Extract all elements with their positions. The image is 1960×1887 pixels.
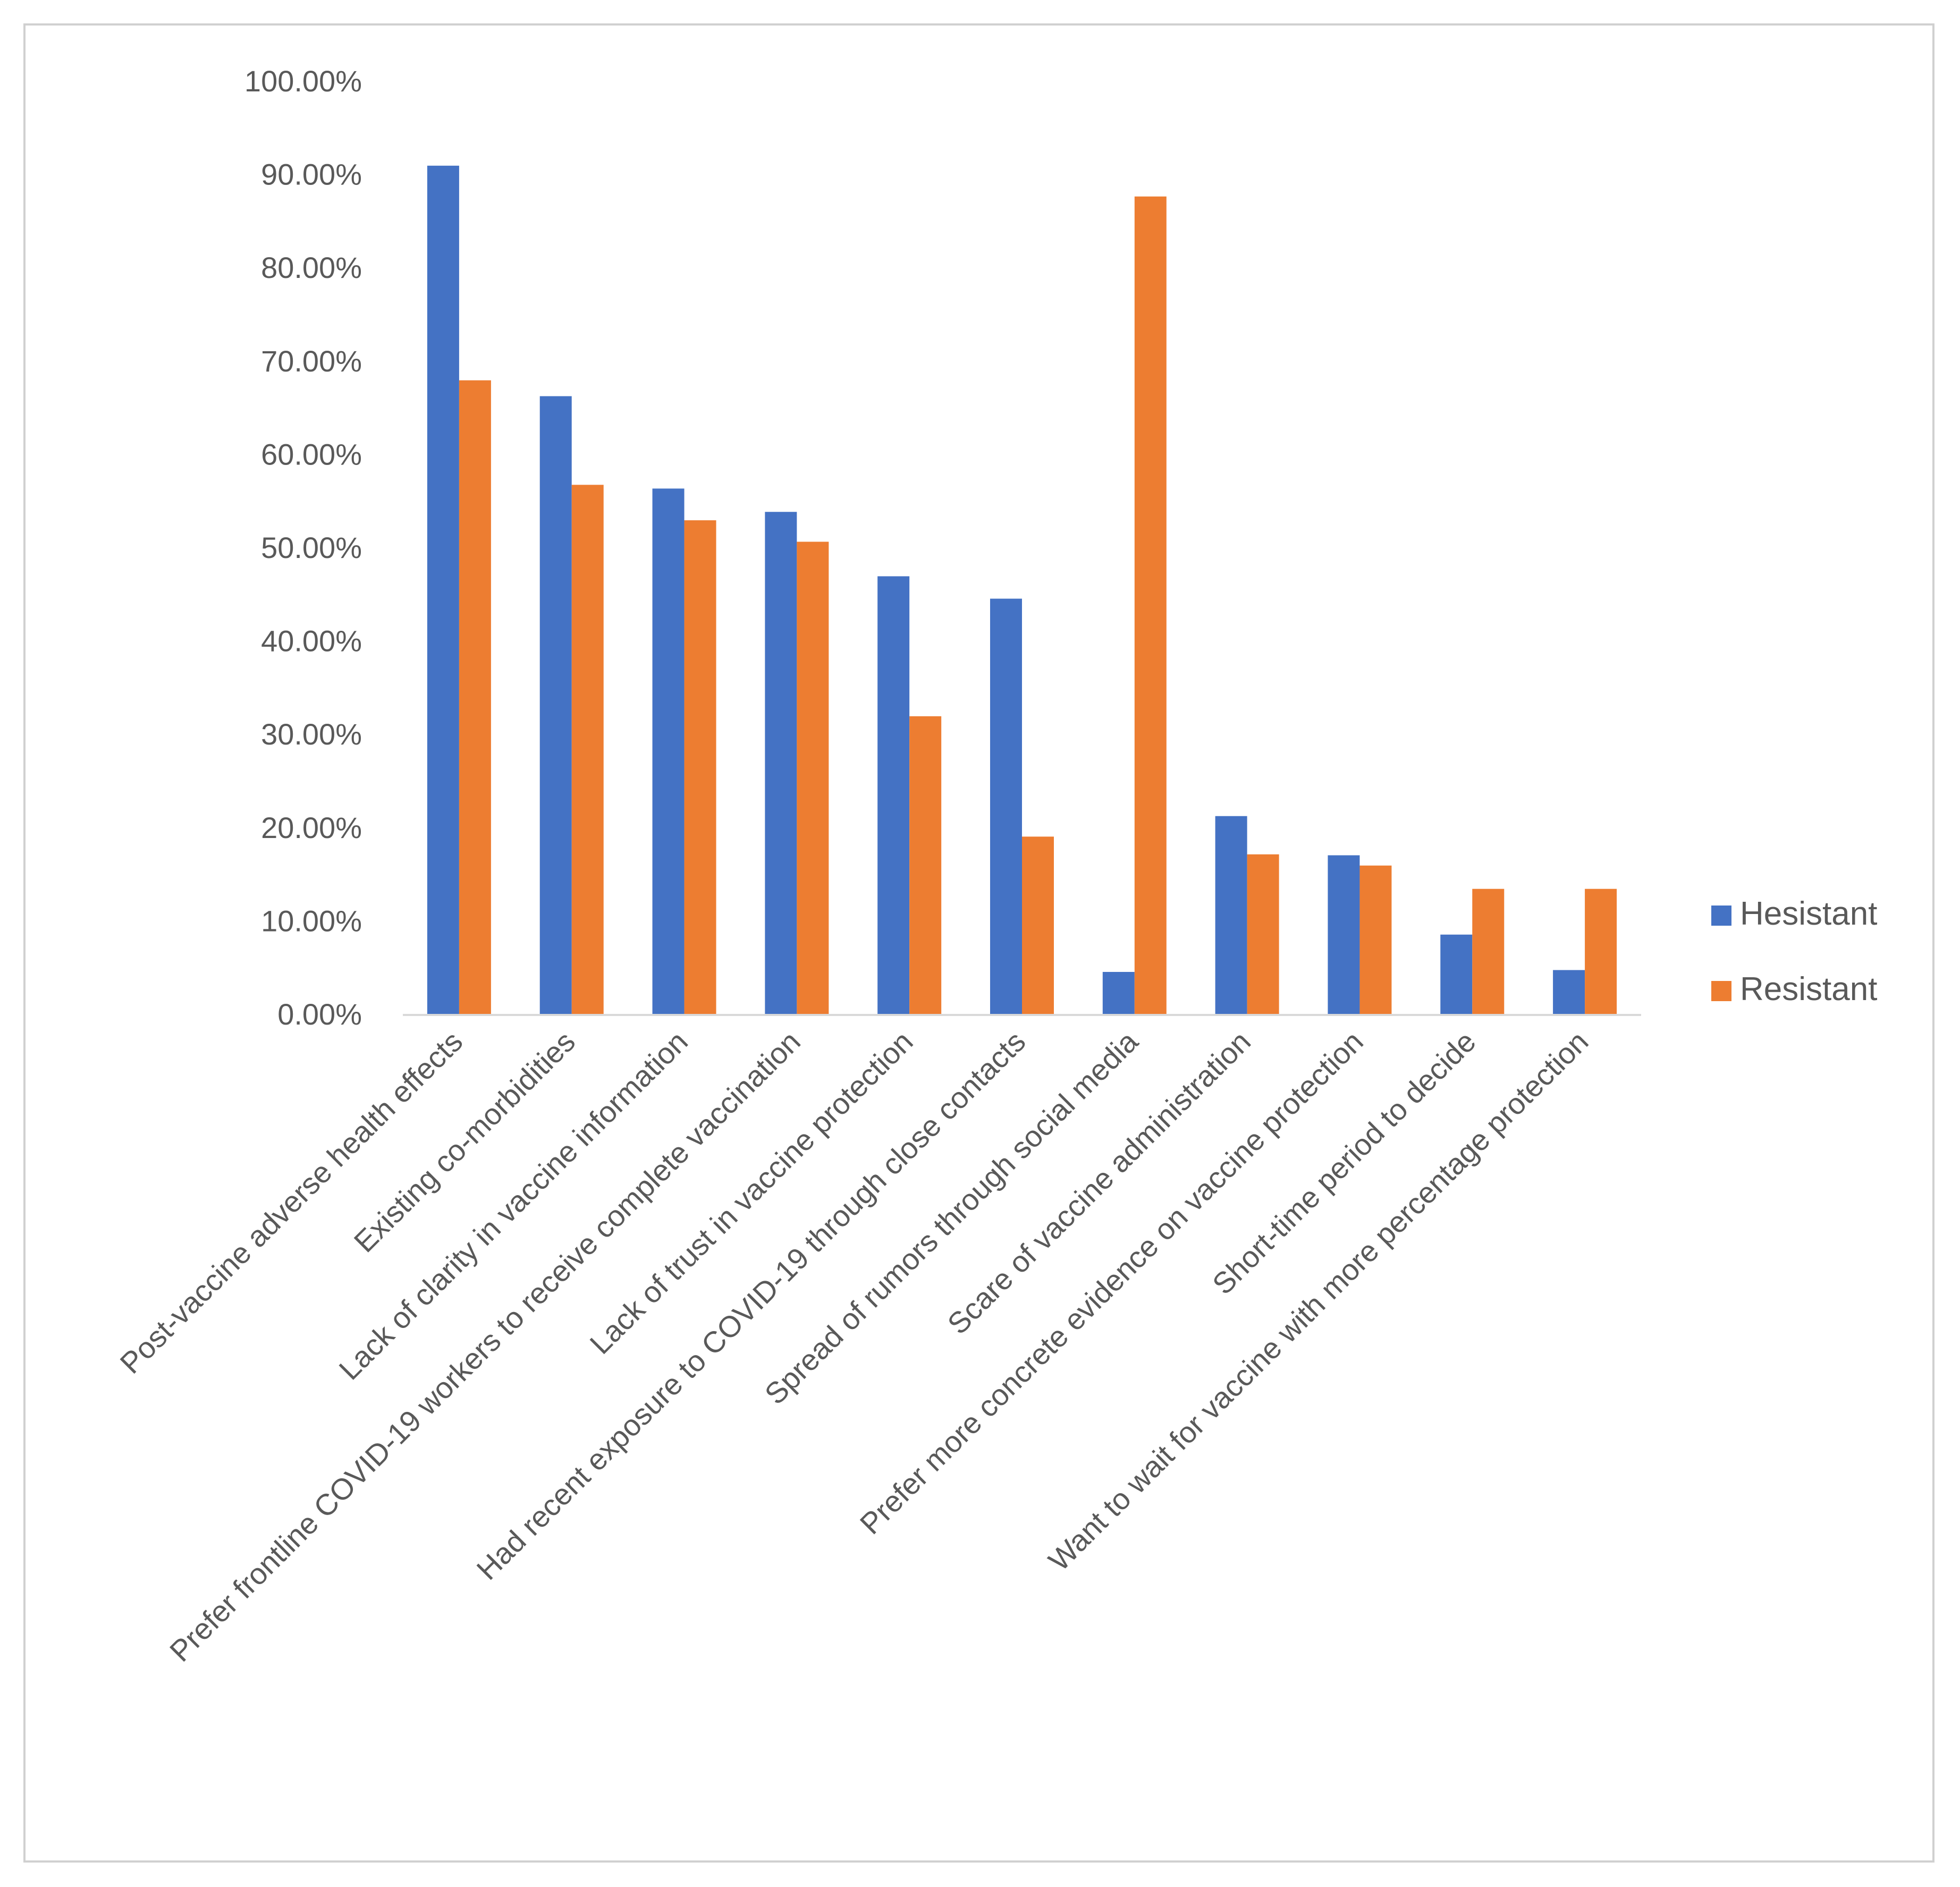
legend: Hesistant Resistant [1711, 895, 1877, 1008]
bar-hesistant [877, 576, 910, 1014]
category-label: Had recent exposure to COVID-19 through … [470, 1025, 1032, 1586]
category-label: Existing co-morbidities [348, 1025, 582, 1259]
bar-resistant [459, 380, 491, 1014]
legend-swatch-resistant [1711, 981, 1731, 1001]
bar-resistant [1472, 889, 1505, 1014]
y-tick-label: 10.00% [261, 904, 362, 937]
bar-resistant [1247, 854, 1279, 1014]
bar-hesistant [1215, 816, 1247, 1014]
bar-chart: 0.00% 10.00% 20.00% 30.00% 40.00% 50.00% 60.00… [113, 64, 1877, 1668]
legend-label-resistant: Resistant [1740, 971, 1877, 1008]
bar-resistant [684, 520, 716, 1014]
category-labels: Post-vaccine adverse health effectsExist… [113, 1024, 1594, 1668]
bar-hesistant [1328, 855, 1360, 1014]
bar-resistant [1022, 836, 1054, 1014]
y-tick-label: 30.00% [261, 717, 362, 751]
bar-hesistant [765, 512, 797, 1014]
category-label: Want to wait for vaccine with more perce… [1042, 1025, 1594, 1577]
bar-hesistant [539, 396, 572, 1014]
legend-swatch-hesistant [1711, 906, 1731, 926]
y-tick-label: 40.00% [261, 624, 362, 658]
bar-resistant [1134, 196, 1167, 1014]
bar-hesistant [652, 488, 685, 1014]
bar-resistant [1359, 865, 1392, 1014]
bar-hesistant [427, 165, 459, 1014]
bar-hesistant [1102, 971, 1135, 1014]
y-tick-label: 70.00% [261, 344, 362, 378]
y-tick-label: 0.00% [277, 997, 362, 1031]
y-tick-label: 80.00% [261, 251, 362, 284]
y-tick-label: 100.00% [244, 64, 362, 98]
bar-resistant [1585, 889, 1617, 1014]
y-tick-label: 90.00% [261, 158, 362, 191]
chart-frame: 0.00% 10.00% 20.00% 30.00% 40.00% 50.00% 60.00… [23, 23, 1934, 1863]
y-tick-label: 20.00% [261, 811, 362, 844]
bar-resistant [909, 716, 942, 1014]
bar-hesistant [1440, 934, 1473, 1014]
bar-resistant [797, 541, 829, 1014]
y-tick-label: 60.00% [261, 437, 362, 471]
y-axis-ticks: 0.00% 10.00% 20.00% 30.00% 40.00% 50.00% 60.00… [244, 64, 362, 1031]
bars [427, 165, 1617, 1014]
bar-hesistant [1553, 970, 1585, 1014]
y-tick-label: 50.00% [261, 531, 362, 564]
bar-hesistant [990, 598, 1022, 1014]
bar-resistant [571, 485, 604, 1014]
legend-label-hesistant: Hesistant [1740, 895, 1877, 932]
